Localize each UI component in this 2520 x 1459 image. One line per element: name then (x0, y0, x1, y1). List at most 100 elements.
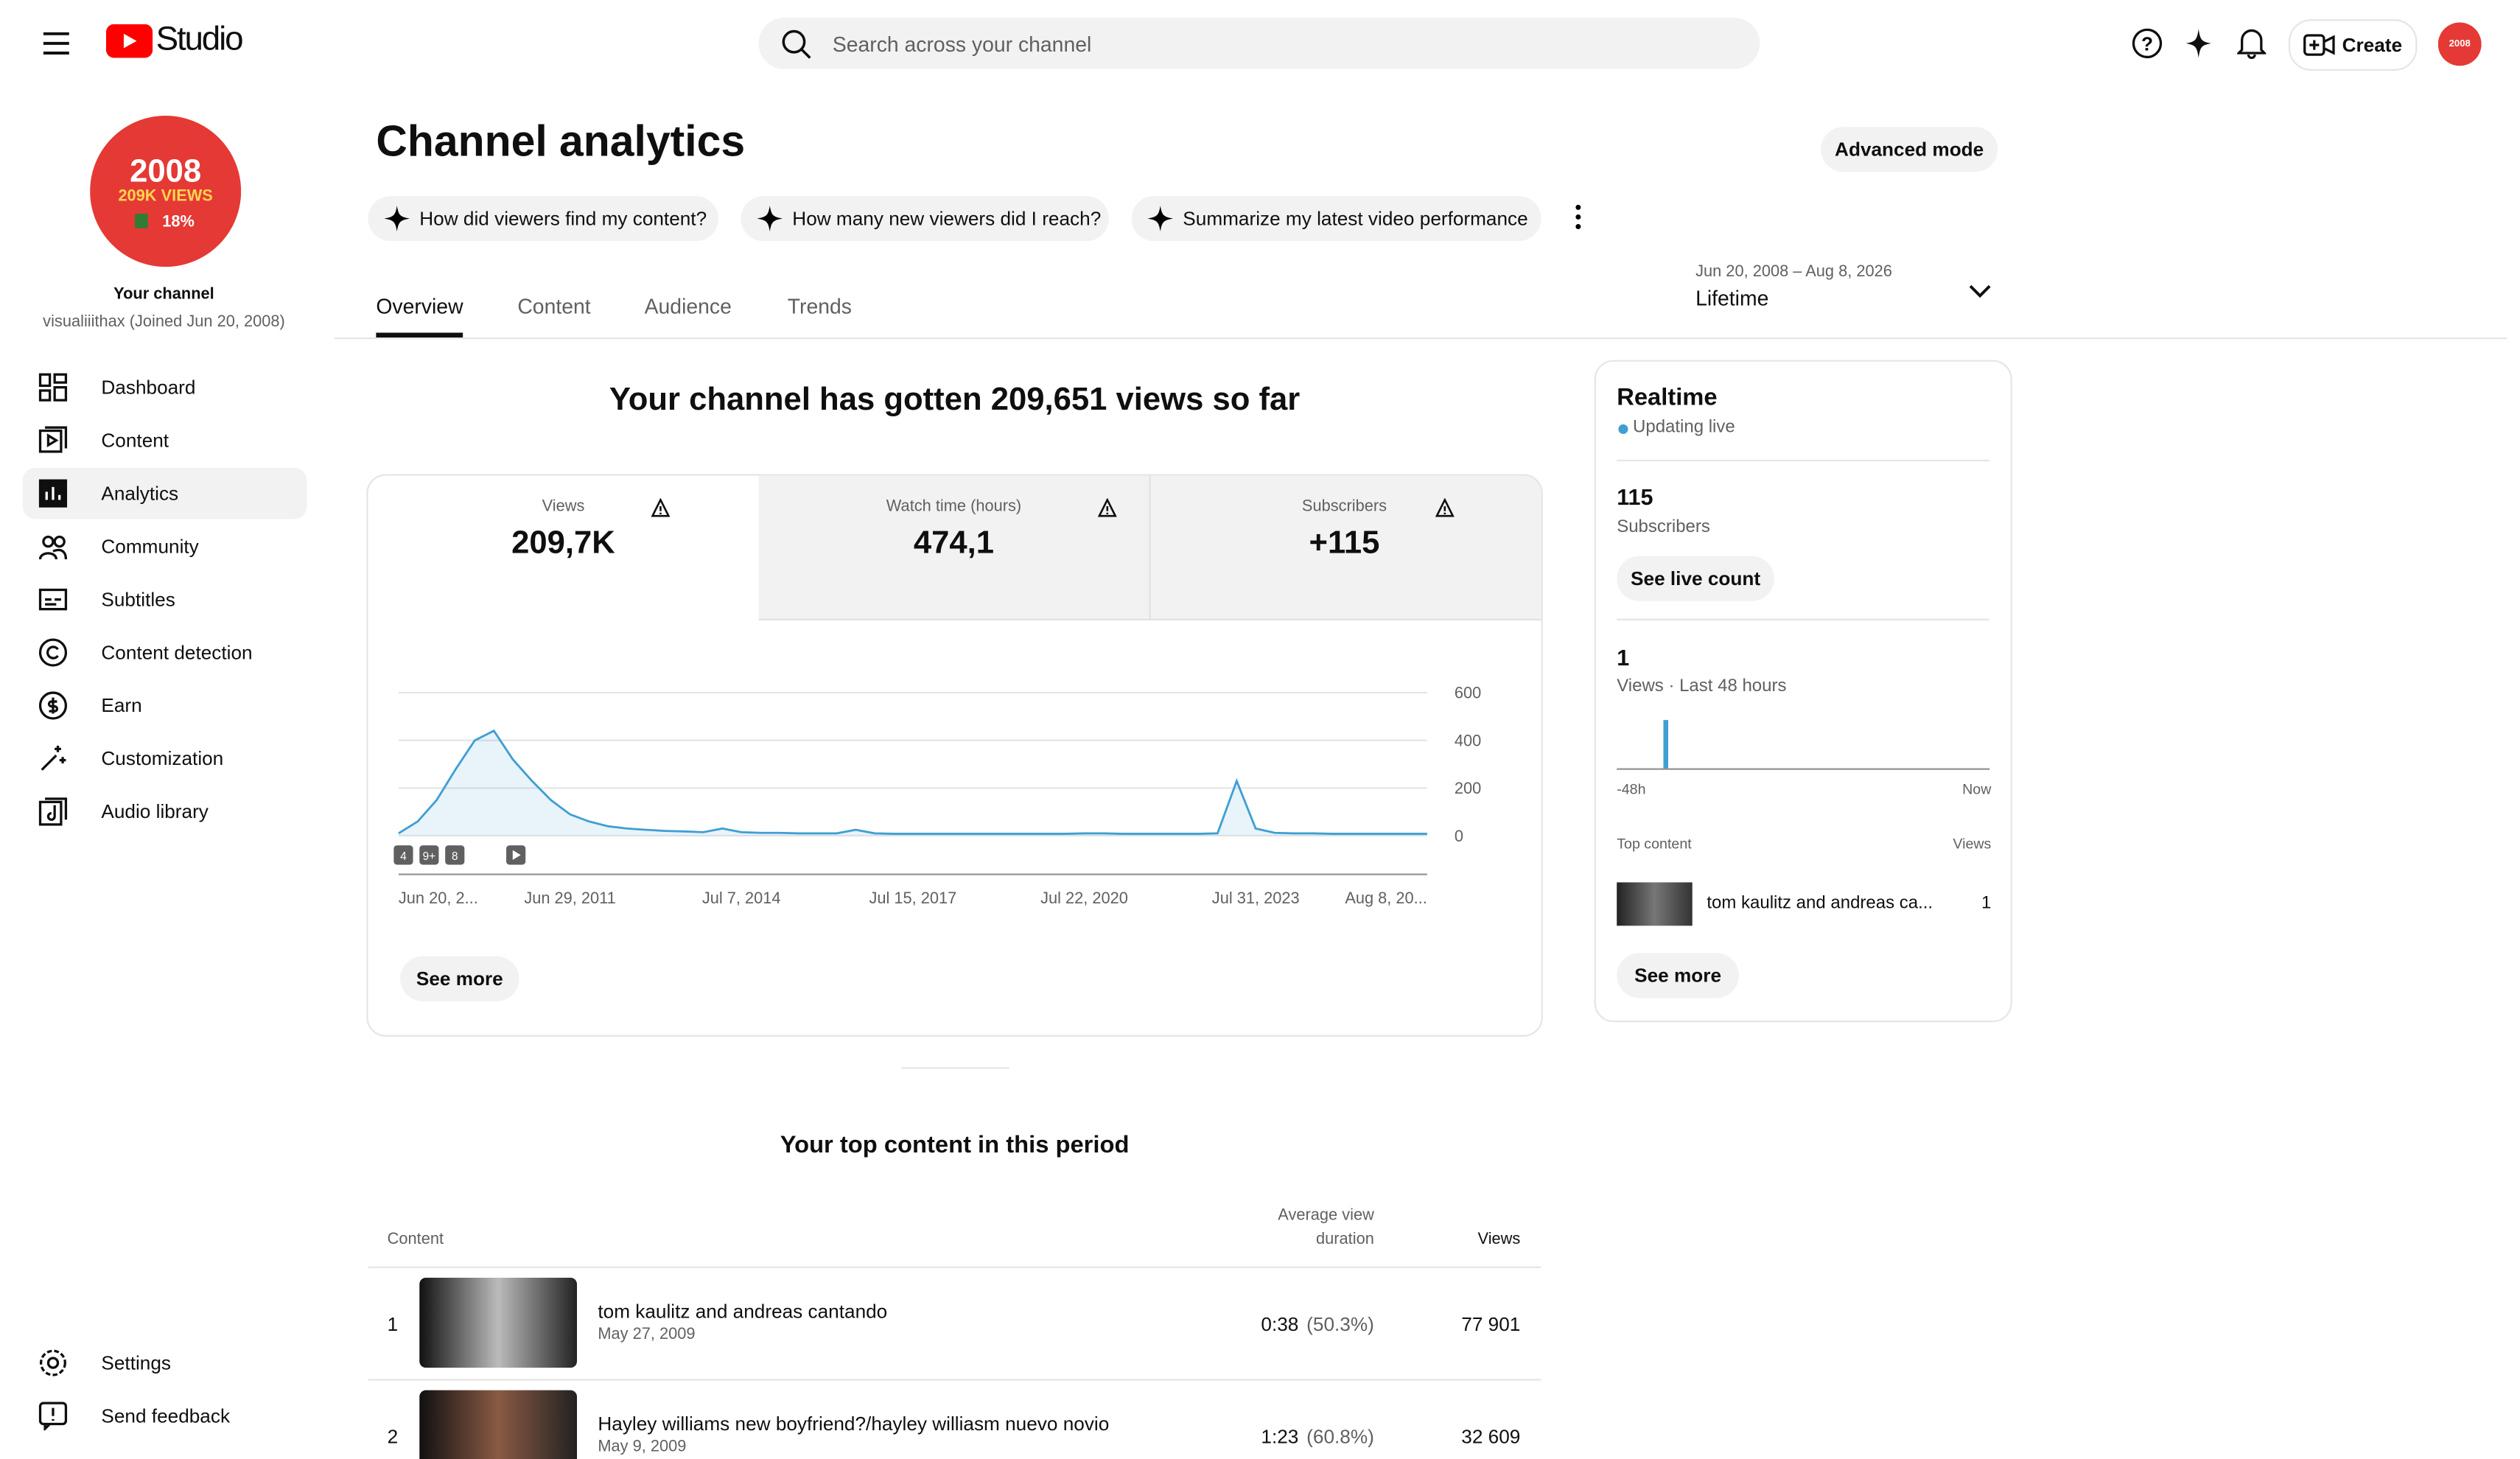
divider (901, 1067, 1009, 1069)
svg-text:?: ? (2141, 33, 2153, 55)
thumbnail[interactable] (1617, 882, 1693, 926)
duration-percent: (50.3%) (1306, 1312, 1374, 1336)
duration-percent: (60.8%) (1306, 1425, 1374, 1449)
prompt-chip[interactable]: How many new viewers did I reach? (741, 196, 1109, 242)
tab-underline (376, 332, 463, 338)
badge (393, 845, 413, 865)
metric-value: 209,7K (511, 525, 615, 561)
account-avatar[interactable]: 2008 (2437, 22, 2482, 66)
create-button[interactable]: Create (2288, 19, 2418, 71)
video-title[interactable]: tom kaulitz and andreas cantando (598, 1300, 888, 1323)
warning-icon[interactable] (1435, 498, 1455, 517)
tab[interactable]: Overview (376, 294, 463, 318)
nav-item[interactable]: Community (101, 535, 199, 558)
metric-value: +115 (1309, 525, 1380, 561)
metric-label: Subscribers (1301, 498, 1387, 517)
divider (1617, 459, 1990, 461)
nav-item[interactable]: Subtitles (101, 588, 175, 611)
badge-text: 9+ (423, 850, 435, 863)
tab[interactable]: Content (517, 294, 591, 318)
nav-icon (38, 588, 68, 611)
x-tick-label: Jul 15, 2017 (869, 889, 956, 907)
nav-icon (39, 1349, 66, 1376)
more-icon[interactable] (1572, 204, 1584, 230)
chevron[interactable] (1969, 283, 1992, 299)
create-icon (2303, 34, 2336, 56)
live-count-button[interactable]: See live count (1617, 556, 1774, 601)
see-more-button[interactable]: See more (1617, 953, 1739, 998)
sparkle-icon[interactable] (2184, 27, 2213, 60)
account-avatar-text: 2008 (2449, 38, 2471, 49)
avatar-line: 18% (162, 212, 195, 231)
nav-icon (38, 691, 68, 720)
row-divider (368, 1379, 1541, 1381)
nav-item[interactable]: Content detection (101, 641, 253, 664)
prompt-chip[interactable]: Summarize my latest video performance (1131, 196, 1541, 242)
page-title: Channel analytics (376, 117, 746, 166)
rank: 1 (387, 1312, 399, 1336)
avatar-line: 209K VIEWS (118, 186, 212, 205)
summary: Your channel has gotten 209,651 views so… (609, 382, 1301, 419)
y-tick-label: 400 (1455, 731, 1481, 749)
realtime-views-label: Views · Last 48 hours (1617, 676, 1787, 696)
nav-item[interactable]: Send feedback (101, 1404, 231, 1427)
logo-text[interactable]: Studio (155, 21, 244, 58)
warning-icon[interactable] (651, 498, 671, 517)
bell-icon[interactable] (2237, 26, 2267, 60)
menu-icon[interactable] (42, 30, 71, 56)
realtime-bar (1663, 720, 1669, 769)
channel-handle: visualiiithax (Joined Jun 20, 2008) (43, 313, 285, 332)
channel-avatar[interactable]: 2008 209K VIEWS 18% (90, 116, 242, 267)
sparkle-icon (757, 206, 783, 232)
tab[interactable]: Audience (644, 294, 732, 318)
views: 77 901 (1461, 1312, 1521, 1336)
period[interactable]: Lifetime (1695, 286, 1769, 310)
metric-label: Views (542, 498, 585, 517)
prompt-chip[interactable]: How did viewers find my content? (368, 196, 718, 242)
top-content-title: Your top content in this period (780, 1131, 1130, 1159)
warning-icon[interactable] (1097, 498, 1117, 517)
x-tick-label: Jul 7, 2014 (702, 889, 781, 907)
tab[interactable]: Trends (787, 294, 852, 318)
prompt-text: Summarize my latest video performance (1183, 207, 1528, 230)
realtime-top-views: 1 (1981, 893, 1992, 913)
axis-start: -48h (1617, 781, 1646, 797)
see-more-button[interactable]: See more (400, 956, 519, 1001)
badge (419, 845, 439, 865)
nav-item[interactable]: Earn (101, 694, 142, 717)
live-dot (1618, 424, 1628, 434)
column-header: Content (387, 1231, 444, 1249)
search-bar[interactable]: Search across your channel (758, 17, 1760, 69)
avatar-flag (135, 214, 148, 228)
nav-icon (38, 373, 68, 402)
advanced-mode-button[interactable]: Advanced mode (1821, 127, 1998, 172)
nav-icon (38, 426, 68, 453)
metric-value: 474,1 (913, 525, 995, 561)
metric-sep (758, 618, 1541, 620)
channel-label: Your channel (113, 286, 214, 304)
logo-icon[interactable] (105, 24, 153, 58)
thumbnail[interactable] (419, 1277, 578, 1368)
realtime-top-title[interactable]: tom kaulitz and andreas ca... (1707, 893, 1933, 913)
views: 32 609 (1461, 1425, 1521, 1449)
nav-item[interactable]: Analytics (101, 482, 179, 505)
duration: 1:23 (1261, 1425, 1299, 1449)
nav-item[interactable]: Audio library (101, 800, 209, 823)
nav-item[interactable]: Settings (101, 1351, 171, 1374)
nav-item[interactable]: Content (101, 429, 169, 452)
nav-icon (38, 535, 68, 560)
nav-item[interactable]: Dashboard (101, 376, 196, 399)
top-content-label: Top content (1617, 836, 1692, 852)
nav-item[interactable]: Customization (101, 747, 224, 770)
thumbnail[interactable] (419, 1390, 578, 1459)
date-range[interactable]: Jun 20, 2008 – Aug 8, 2026 (1695, 263, 1892, 281)
views-chart: 0 200 400 600 4 9+ 8 Jun 20, 2... Jun 29, 2011 Ju… (393, 684, 1481, 907)
x-tick-label: Jul 31, 2023 (1212, 889, 1300, 907)
views-line (398, 729, 1427, 835)
help-icon[interactable]: ? (2131, 27, 2163, 60)
video-title[interactable]: Hayley williams new boyfriend?/hayley wi… (598, 1413, 1110, 1435)
y-tick-label: 200 (1455, 779, 1481, 797)
avatar-line: 2008 (130, 153, 201, 189)
search-placeholder: Search across your channel (832, 32, 1092, 57)
realtime-subs: 115 (1617, 483, 1653, 510)
